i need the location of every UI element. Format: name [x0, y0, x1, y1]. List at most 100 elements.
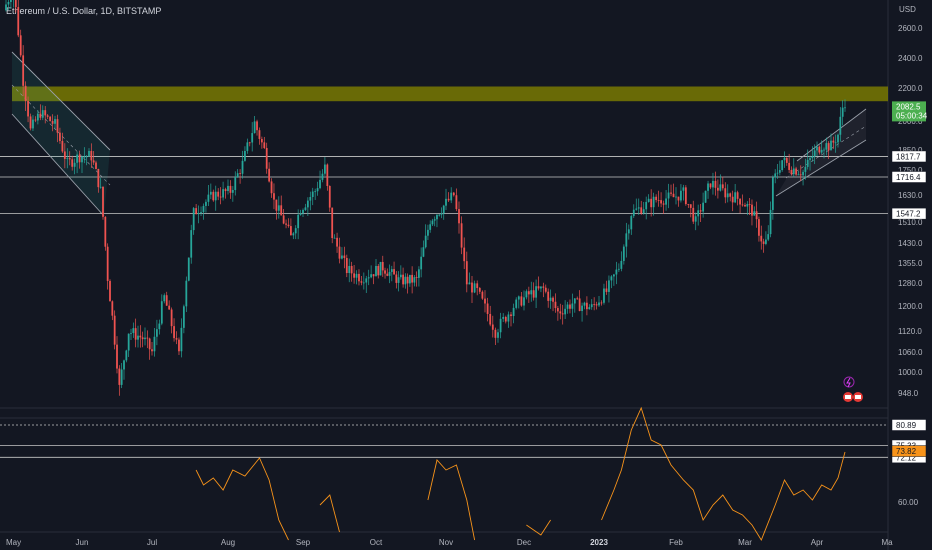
- candle-body: [99, 186, 102, 188]
- candle: [244, 146, 246, 162]
- candle: [729, 192, 732, 202]
- candle: [542, 282, 545, 298]
- candle: [702, 192, 705, 218]
- candle: [73, 158, 76, 175]
- candle-body: [411, 274, 414, 283]
- candle: [328, 185, 331, 212]
- candle-body: [665, 198, 667, 205]
- candle-body: [71, 159, 74, 167]
- candle: [5, 0, 7, 12]
- candle: [234, 171, 237, 196]
- candle: [118, 365, 121, 396]
- flag-icon: [853, 392, 863, 402]
- candle: [537, 276, 540, 291]
- candle-body: [547, 291, 550, 301]
- x-tick-label: May: [6, 538, 21, 547]
- candle-body: [489, 313, 492, 325]
- x-tick-label: Jun: [76, 538, 89, 547]
- candle-body: [54, 119, 56, 124]
- candle-body: [729, 193, 732, 197]
- candle: [302, 208, 304, 218]
- candle-body: [282, 215, 285, 224]
- rising-channel-lower: [775, 139, 867, 197]
- candle: [802, 169, 804, 186]
- candle-body: [632, 209, 635, 217]
- indicator-layer: [0, 406, 888, 541]
- candle: [41, 105, 44, 121]
- candle-body: [655, 196, 658, 201]
- candle-body: [263, 142, 266, 148]
- candle-body: [734, 192, 737, 203]
- candle-body: [353, 273, 355, 278]
- candle-body: [341, 255, 343, 259]
- candle-body: [127, 333, 130, 351]
- x-tick-label: Sep: [296, 538, 311, 547]
- candle: [450, 187, 453, 204]
- candle: [530, 281, 533, 302]
- candle-body: [839, 116, 842, 135]
- candle: [834, 134, 837, 153]
- candle-body: [120, 369, 123, 385]
- indicator-level-label: 80.89: [891, 419, 927, 431]
- candle-body: [338, 246, 341, 259]
- candle-body: [625, 233, 628, 247]
- candle-body: [17, 7, 20, 36]
- candle: [799, 165, 802, 181]
- candle: [593, 297, 596, 311]
- candle-body: [302, 209, 304, 214]
- candle: [452, 191, 455, 197]
- candle: [88, 148, 90, 157]
- candle-body: [132, 328, 135, 333]
- chart-title: Ethereum / U.S. Dollar, 1D, BITSTAMP: [6, 6, 162, 16]
- candle-body: [44, 110, 47, 116]
- candle-body: [552, 297, 554, 302]
- candle-body: [360, 281, 363, 283]
- candle-body: [214, 191, 217, 201]
- candle-body: [365, 278, 368, 283]
- candle-body: [721, 184, 724, 189]
- candle: [350, 261, 353, 282]
- candle-body: [229, 185, 232, 193]
- candle-body: [811, 156, 814, 159]
- y-tick-label: 948.0: [898, 389, 919, 398]
- candle-body: [248, 142, 251, 144]
- candle-body: [116, 344, 118, 369]
- candle: [776, 163, 779, 179]
- candle-body: [613, 274, 615, 277]
- candle-body: [581, 305, 583, 312]
- candle-body: [554, 301, 557, 309]
- candle: [200, 206, 202, 217]
- candle: [559, 303, 562, 320]
- candle: [751, 199, 753, 226]
- candle: [90, 143, 93, 168]
- candle: [672, 183, 675, 198]
- candle-body: [504, 316, 507, 322]
- candle: [333, 234, 336, 239]
- candle-body: [841, 107, 844, 117]
- candle: [734, 184, 737, 204]
- candle: [699, 204, 702, 222]
- candle-body: [319, 179, 321, 189]
- candle: [637, 198, 640, 215]
- candle-body: [175, 338, 178, 340]
- candle-body: [224, 189, 227, 191]
- candle: [78, 150, 81, 169]
- candle: [827, 141, 830, 160]
- candle-body: [559, 311, 562, 314]
- candle: [744, 202, 746, 207]
- labels-layer: 1817.71716.41547.22082.505:00:3480.8975.…: [891, 101, 928, 464]
- candle: [253, 115, 256, 134]
- candle: [499, 312, 502, 339]
- candle-body: [494, 329, 497, 338]
- y-tick-label: 1120.0: [898, 327, 922, 336]
- candle: [478, 286, 481, 295]
- candle-body: [471, 282, 473, 293]
- candle: [97, 168, 100, 193]
- candle: [205, 199, 207, 213]
- candle-body: [146, 337, 149, 339]
- candle-body: [647, 198, 650, 202]
- candle-body: [478, 288, 481, 292]
- candle: [471, 276, 473, 303]
- candle-body: [379, 261, 382, 276]
